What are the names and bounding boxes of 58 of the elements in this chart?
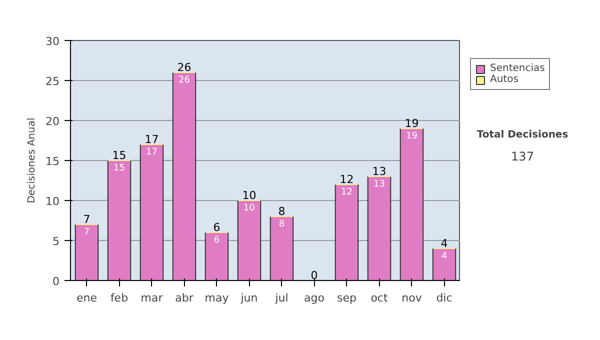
y-tick-label: 25 [46,75,60,88]
total-label: 6 [213,220,220,234]
data-label: 13 [374,180,385,190]
x-tick-label: may [204,292,230,304]
total-label: 4 [440,236,448,250]
x-tick-label: sep [337,292,357,304]
total-label: 15 [112,148,126,162]
bar [432,248,456,280]
y-tick-label: 10 [46,195,60,208]
data-label: 26 [178,76,190,86]
total-label: 10 [242,188,256,202]
x-tick-label: oct [370,292,388,304]
text: 137 [511,150,534,164]
bar [107,160,132,280]
y-tick-label: 0 [52,275,60,288]
x-tick-label: mar [140,292,164,304]
x-tick-label: nov [402,292,422,304]
total-label: 13 [372,164,386,178]
bar [270,216,294,280]
text: Total Decisiones [476,130,568,140]
data-label: 4 [441,252,448,262]
total-label: 17 [144,132,159,146]
y-tick-label: 15 [46,155,60,168]
total-label: 19 [404,116,419,130]
total-label: 26 [177,60,192,74]
bar [400,128,424,280]
total-label: 0 [310,268,318,282]
total-label: 12 [340,172,354,186]
data-label: 7 [84,228,90,238]
bar [140,144,164,280]
x-tick-label: ago [304,292,325,304]
y-axis-title: Decisiones Anual [26,118,38,204]
data-label: 19 [406,132,418,142]
y-tick-label: 30 [46,35,60,48]
total-label: 8 [278,204,286,218]
data-label: 17 [146,148,158,158]
total-label: 7 [83,212,90,226]
x-tick-label: ene [76,292,98,304]
data-label: 10 [244,204,256,214]
bar [237,200,262,280]
legend-label: Autos [490,74,518,85]
bar [367,176,392,280]
bar [74,224,99,280]
x-tick-label: dic [436,292,452,304]
y-tick-label: 20 [46,115,60,128]
legend-label: Sentencias [490,63,545,74]
data-label: 12 [341,188,352,198]
data-label: 8 [278,220,285,230]
x-tick-label: jun [240,292,258,304]
bar [172,72,196,280]
data-label: 6 [214,236,220,246]
y-tick-label: 5 [52,235,60,248]
x-tick-label: jul [274,292,288,304]
data-label: 15 [114,164,125,174]
bar [334,184,359,280]
bar [204,232,229,280]
x-tick-label: feb [110,292,128,304]
x-tick-label: abr [175,292,194,304]
